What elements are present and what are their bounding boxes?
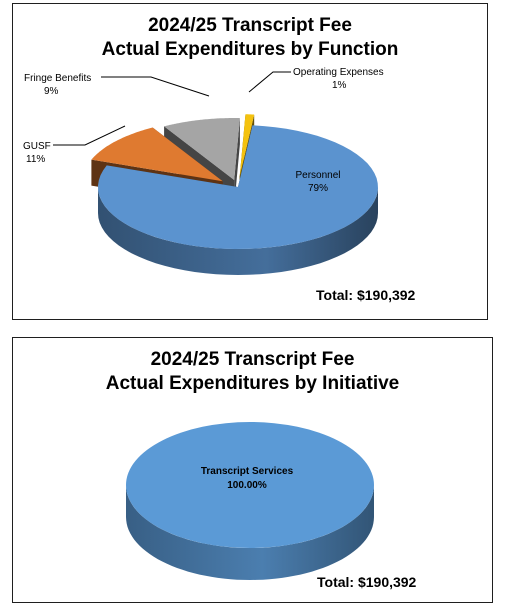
label-transcript-services-value: 100.00% xyxy=(227,480,267,491)
leader-fringe xyxy=(101,76,210,97)
function-pie-chart: Personnel 79% GUSF 11% Fringe Benefits 9% Oper… xyxy=(23,67,384,275)
chart1-total: Total: $190,392 xyxy=(316,287,416,303)
chart2-total: Total: $190,392 xyxy=(317,574,417,590)
chart1-title-line2: Actual Expenditures by Function xyxy=(101,39,399,60)
slice-transcript-services-side xyxy=(126,485,374,580)
slice-fringe-benefits-cut-end xyxy=(234,118,240,206)
slice-fringe-benefits-top xyxy=(164,118,240,181)
label-personnel-name: Personnel xyxy=(295,170,340,181)
function-chart-panel: 2024/25 Transcript Fee Actual Expenditur… xyxy=(12,3,488,320)
label-operating-name: Operating Expenses xyxy=(293,67,384,78)
label-personnel-value: 79% xyxy=(308,183,328,194)
chart2-title-line2: Actual Expenditures by Initiative xyxy=(105,373,400,394)
label-fringe-name: Fringe Benefits xyxy=(24,73,91,84)
slice-gusf-top xyxy=(91,127,223,182)
chart1-title-line1: 2024/25 Transcript Fee xyxy=(148,15,352,36)
slice-transcript-services-top xyxy=(126,422,374,548)
label-fringe-value: 9% xyxy=(44,86,59,97)
initiative-chart-panel: 2024/25 Transcript Fee Actual Expenditur… xyxy=(12,337,493,603)
leader-gusf xyxy=(53,125,126,146)
chart2-title-line1: 2024/25 Transcript Fee xyxy=(150,349,355,370)
slice-personnel-side xyxy=(98,187,378,275)
label-gusf-value: 11% xyxy=(26,154,45,165)
slice-personnel-top xyxy=(98,125,378,249)
initiative-pie-chart: Transcript Services 100.00% xyxy=(126,422,374,580)
leader-operating xyxy=(248,71,291,93)
slice-operating-expenses-top xyxy=(239,114,255,177)
label-transcript-services-name: Transcript Services xyxy=(201,466,294,477)
label-operating-value: 1% xyxy=(332,80,347,91)
label-gusf-name: GUSF xyxy=(23,141,51,152)
